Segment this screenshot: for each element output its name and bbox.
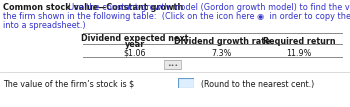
Text: 7.3%: 7.3% bbox=[212, 49, 232, 58]
Text: •••: ••• bbox=[167, 62, 178, 68]
Text: Use the constant-growth model (Gordon growth model) to find the value of: Use the constant-growth model (Gordon gr… bbox=[63, 3, 350, 12]
Text: Dividend growth rate: Dividend growth rate bbox=[174, 37, 270, 46]
Text: (Round to the nearest cent.): (Round to the nearest cent.) bbox=[196, 80, 314, 89]
Text: Common stock value—Constant growth: Common stock value—Constant growth bbox=[3, 3, 183, 12]
Text: Required return: Required return bbox=[263, 37, 335, 46]
FancyBboxPatch shape bbox=[164, 60, 182, 70]
Text: Dividend expected next: Dividend expected next bbox=[81, 34, 189, 43]
Text: $1.06: $1.06 bbox=[124, 49, 146, 58]
Text: year: year bbox=[125, 40, 145, 49]
Text: into a spreadsheet.): into a spreadsheet.) bbox=[3, 21, 86, 30]
Text: 11.9%: 11.9% bbox=[286, 49, 312, 58]
Text: the firm shown in the following table:  (Click on the icon here ◉  in order to c: the firm shown in the following table: (… bbox=[3, 12, 350, 21]
Text: The value of the firm’s stock is $: The value of the firm’s stock is $ bbox=[3, 80, 134, 89]
